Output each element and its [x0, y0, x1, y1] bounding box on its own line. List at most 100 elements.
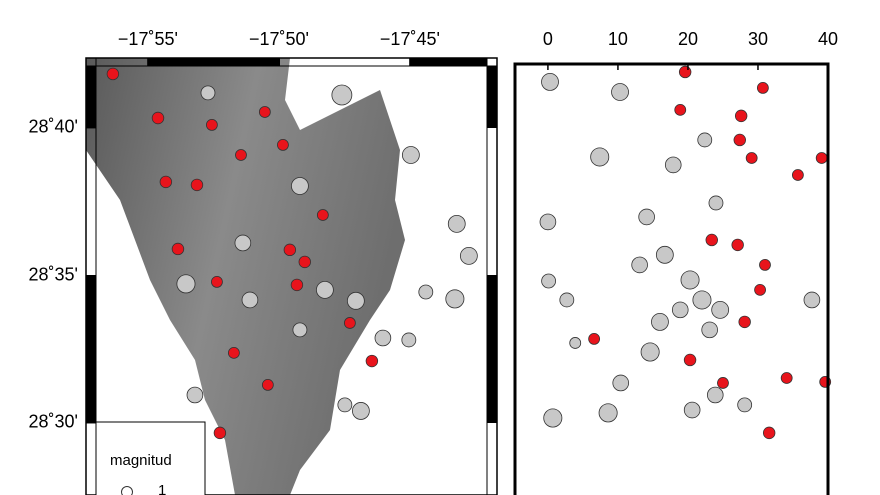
legend-marker	[121, 486, 133, 495]
event-marker	[598, 403, 618, 423]
event-marker	[638, 208, 655, 226]
event-marker	[541, 273, 557, 289]
legend: magnitud	[95, 421, 206, 495]
event-marker	[190, 178, 204, 192]
x-tick-label: 40	[818, 29, 838, 49]
section-frame	[513, 62, 830, 495]
event-marker	[631, 256, 648, 274]
y-tick-label: 28˚40'	[29, 117, 78, 137]
event-marker	[756, 82, 769, 94]
event-marker	[258, 106, 271, 118]
event-marker	[559, 292, 575, 308]
event-marker	[337, 397, 353, 413]
event-marker	[692, 290, 712, 310]
event-marker	[588, 332, 601, 345]
event-marker	[734, 109, 748, 123]
event-marker	[346, 291, 365, 310]
event-marker	[159, 175, 173, 189]
event-marker	[737, 397, 753, 413]
event-marker	[731, 238, 744, 252]
event-marker	[697, 132, 713, 148]
event-marker	[705, 233, 718, 247]
event-marker	[590, 147, 610, 167]
x-tick-label: 30	[748, 29, 768, 49]
event-marker	[151, 111, 165, 125]
event-marker	[762, 426, 776, 440]
event-marker	[213, 426, 227, 440]
event-marker	[291, 177, 309, 195]
event-marker	[671, 301, 689, 319]
event-marker	[678, 65, 692, 79]
event-marker	[611, 83, 629, 101]
event-marker	[241, 291, 259, 309]
event-marker	[277, 139, 289, 151]
event-marker	[205, 119, 218, 131]
event-marker	[664, 156, 682, 174]
event-marker	[745, 152, 758, 164]
event-marker	[569, 337, 582, 349]
event-marker	[683, 353, 697, 367]
event-marker	[612, 374, 630, 392]
x-tick-label: −17˚55'	[118, 29, 178, 49]
event-marker	[706, 386, 724, 404]
x-tick-label: 20	[678, 29, 698, 49]
map-points	[106, 67, 478, 440]
event-marker	[176, 274, 196, 294]
event-marker	[234, 234, 252, 252]
event-marker	[261, 379, 274, 391]
legend-box	[95, 421, 206, 495]
x-tick-label: −17˚45'	[380, 29, 440, 49]
event-marker	[351, 402, 370, 420]
event-marker	[315, 280, 334, 299]
event-marker	[227, 346, 240, 359]
island-relief	[86, 58, 405, 495]
x-tick-label: 10	[608, 29, 628, 49]
event-marker	[640, 342, 660, 362]
event-marker	[290, 278, 304, 292]
event-marker	[298, 255, 311, 269]
event-marker	[708, 195, 724, 211]
y-tick-label: 28˚35'	[29, 264, 78, 284]
event-marker	[674, 103, 687, 116]
event-marker	[539, 213, 557, 231]
y-tick-label: 28˚30'	[29, 412, 78, 432]
event-marker	[815, 152, 828, 164]
event-marker	[316, 209, 329, 221]
event-marker	[331, 84, 353, 106]
event-marker	[651, 312, 669, 331]
event-marker	[235, 149, 247, 161]
event-marker	[701, 321, 718, 339]
x-tick-label: −17˚50'	[249, 29, 309, 49]
event-marker	[283, 243, 297, 257]
event-marker	[738, 315, 751, 329]
x-tick-label: 0	[543, 29, 553, 49]
event-marker	[733, 133, 746, 147]
event-marker	[680, 270, 700, 290]
event-marker	[106, 67, 120, 81]
event-marker	[200, 85, 216, 101]
event-marker	[401, 332, 417, 348]
event-marker	[711, 300, 730, 319]
event-marker	[459, 246, 478, 265]
event-marker	[445, 289, 465, 309]
event-marker	[186, 386, 204, 404]
event-marker	[211, 275, 223, 288]
event-marker	[401, 146, 420, 164]
event-marker	[418, 284, 434, 300]
event-marker	[791, 169, 804, 181]
legend-title: magnitud	[110, 452, 172, 469]
event-marker	[780, 372, 793, 384]
event-marker	[543, 408, 563, 428]
event-marker	[541, 72, 559, 91]
event-marker	[754, 283, 766, 296]
legend-label: 1	[158, 482, 166, 495]
event-marker	[292, 322, 308, 338]
event-marker	[374, 329, 392, 347]
event-marker	[655, 245, 674, 264]
event-marker	[803, 291, 821, 309]
event-marker	[717, 377, 729, 389]
event-marker	[683, 401, 701, 419]
map-border	[85, 57, 498, 495]
section-points	[539, 65, 832, 440]
